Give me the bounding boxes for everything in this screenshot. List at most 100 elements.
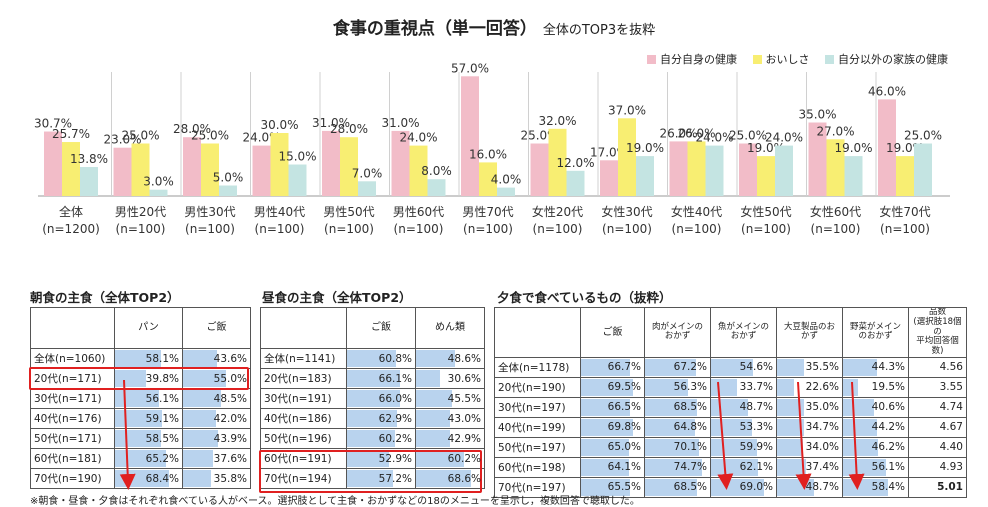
table-header-row: ご飯 肉がメインの おかず 魚がメインの おかず 大豆製品のお かず 野菜がメイン のおかず 品数…: [494, 307, 967, 358]
table-row: 40代(n=176) 59.1% 42.0%: [30, 408, 251, 429]
table-header-cell: ご飯: [580, 307, 645, 358]
value-cell: 57.2%: [346, 468, 416, 489]
value-cell: 64.8%: [644, 416, 711, 438]
value-text: 43.6%: [213, 352, 247, 365]
value-cell: 4.93: [908, 456, 967, 478]
value-cell: 4.74: [908, 396, 967, 418]
value-text: 40.6%: [871, 401, 905, 414]
value-cell: 45.5%: [415, 388, 485, 409]
value-text: 42.9%: [447, 432, 481, 445]
value-text: 60.2%: [447, 452, 481, 465]
bar-taste: [479, 162, 497, 196]
value-text: 33.7%: [739, 381, 773, 394]
value-bar: [645, 358, 697, 376]
value-bar: [777, 358, 805, 376]
highlight-breakfast-20s: [29, 367, 249, 390]
value-bar: [183, 470, 212, 487]
bar-taste: [340, 137, 358, 196]
bar-family-health: [844, 156, 863, 196]
bar-family-health: [219, 185, 237, 196]
value-text: 54.6%: [739, 361, 773, 374]
bar-self-health: [183, 137, 201, 196]
value-text: 69.0%: [739, 481, 773, 494]
value-text: 48.5%: [213, 392, 247, 405]
table-header-cell: 肉がメインの おかず: [644, 307, 711, 358]
value-cell: 69.0%: [710, 476, 777, 498]
value-bar: [347, 390, 400, 407]
value-text: 57.2%: [378, 472, 412, 485]
value-bar: [645, 378, 689, 396]
row-label: 30代(n=191): [260, 388, 347, 409]
value-cell: 34.0%: [776, 436, 843, 458]
value-bar: [777, 398, 804, 416]
value-text: 4.67: [939, 421, 963, 434]
value-text: 4.40: [939, 441, 963, 454]
value-text: 39.8%: [145, 372, 179, 385]
value-cell: 54.6%: [710, 356, 777, 378]
dinner-table: ご飯 肉がメインの おかず 魚がメインの おかず 大豆製品のお かず 野菜がメイン のおかず 品数…: [494, 307, 967, 498]
table-header-cell: 大豆製品のお かず: [776, 307, 843, 358]
value-cell: 66.7%: [580, 356, 645, 378]
value-bar: [416, 470, 471, 487]
category-n-label: (n=100): [811, 222, 861, 236]
table-header-cell: ご飯: [182, 307, 251, 349]
chart-title-sub: 全体のTOP3を抜粋: [542, 23, 656, 38]
value-cell: 34.7%: [776, 416, 843, 438]
value-text: 74.7%: [673, 461, 707, 474]
bar-self-health: [878, 99, 896, 196]
value-cell: 22.6%: [776, 376, 843, 398]
value-cell: 43.9%: [182, 428, 251, 449]
value-text: 68.6%: [447, 472, 481, 485]
bar-value-label: 24.0%: [765, 131, 803, 145]
category-n-label: (n=100): [116, 222, 166, 236]
bar-value-label: 26.0%: [677, 126, 715, 140]
value-text: 42.0%: [213, 412, 247, 425]
table-row: 70代(n=190) 68.4% 35.8%: [30, 468, 251, 489]
table-header-cell: 野菜がメイン のおかず: [842, 307, 909, 358]
value-bar: [581, 378, 633, 396]
category-label: 女性20代: [532, 204, 583, 219]
value-bar: [777, 438, 803, 456]
bar-taste: [201, 143, 219, 196]
bar-self-health: [461, 76, 479, 196]
category-label: 全体: [59, 204, 83, 219]
value-bar: [183, 410, 217, 427]
value-text: 60.2%: [378, 432, 412, 445]
row-label: 70代(n=190): [30, 468, 115, 489]
table-row: 20代(n=190) 69.5% 56.3% 33.7% 22.6% 19.5% 3.55: [494, 376, 967, 398]
value-cell: 68.5%: [644, 396, 711, 418]
bar-value-label: 24.0%: [399, 131, 437, 145]
legend-label: おいしさ: [765, 53, 810, 66]
row-label: 60代(n=198): [494, 456, 581, 478]
bar-family-health: [427, 179, 446, 196]
value-text: 37.4%: [805, 461, 839, 474]
value-cell: 69.8%: [580, 416, 645, 438]
value-cell: 33.7%: [710, 376, 777, 398]
category-label: 男性70代: [462, 205, 513, 219]
value-cell: 35.8%: [182, 468, 251, 489]
value-cell: 60.8%: [346, 348, 416, 369]
table-header-corner: [494, 307, 581, 358]
table-header-row: ご飯 めん類: [260, 307, 485, 349]
value-text: 56.3%: [673, 381, 707, 394]
bar-value-label: 28.0%: [173, 122, 211, 136]
category-n-label: (n=1200): [42, 222, 100, 236]
bar-value-label: 24.0%: [695, 131, 733, 145]
value-bar: [183, 450, 213, 467]
table-row: 60代(n=191) 52.9% 60.2%: [260, 448, 485, 469]
value-bar: [645, 418, 695, 436]
bar-family-health: [149, 189, 168, 196]
value-bar: [183, 370, 227, 387]
category-label: 男性30代: [184, 205, 235, 219]
bar-value-label: 26.0%: [659, 126, 697, 140]
category-label: 女性50代: [740, 204, 791, 219]
value-cell: 59.1%: [114, 408, 183, 429]
value-bar: [183, 430, 218, 447]
table-row: 30代(n=197) 66.5% 68.5% 48.7% 35.0% 40.6% 4.74: [494, 396, 967, 418]
value-text: 35.0%: [805, 401, 839, 414]
table-row: 20代(n=171) 39.8% 55.0%: [30, 368, 251, 389]
bar-value-label: 30.0%: [260, 118, 298, 132]
table-row: 40代(n=186) 62.9% 43.0%: [260, 408, 485, 429]
table-header-cell: めん類: [415, 307, 485, 349]
bar-value-label: 16.0%: [469, 147, 507, 161]
